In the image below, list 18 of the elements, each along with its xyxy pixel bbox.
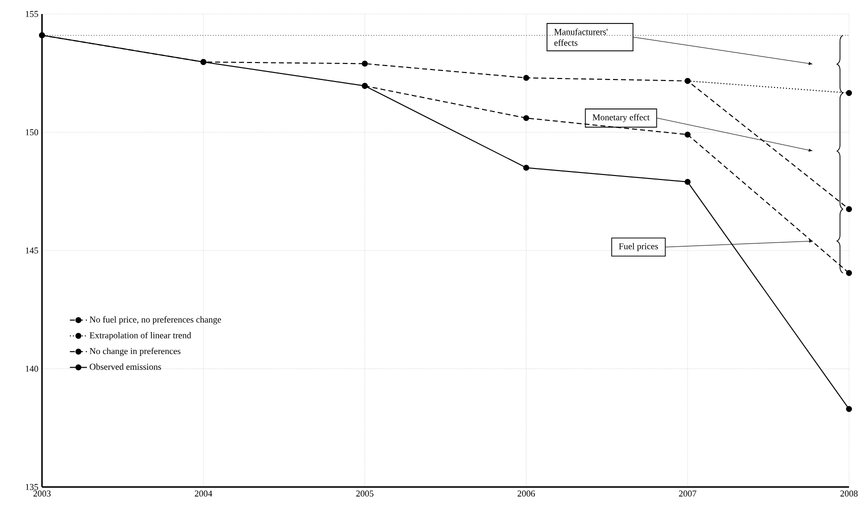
- legend-label: No fuel price, no preferences change: [90, 316, 222, 324]
- y-tick-label: 145: [26, 247, 38, 254]
- annotation: Monetary effect: [592, 114, 650, 122]
- y-tick-label: 150: [26, 129, 38, 136]
- y-tick-label: 155: [26, 10, 38, 18]
- x-tick-label: 2007: [679, 490, 696, 497]
- legend-label: Extrapolation of linear trend: [90, 332, 192, 340]
- x-tick-label: 2006: [518, 490, 535, 497]
- legend-label: Observed emissions: [90, 364, 162, 370]
- annotation: Fuel prices: [618, 242, 658, 252]
- legend-label: No change in preferences: [90, 348, 180, 356]
- y-tick-label: 140: [26, 366, 38, 372]
- y-tick-label: 135: [26, 484, 38, 490]
- x-tick-label: 2003: [33, 490, 51, 497]
- x-tick-label: 2005: [356, 490, 374, 497]
- x-tick-label: 2004: [194, 490, 212, 497]
- annotation: Manufacturers' effects: [554, 28, 608, 46]
- x-tick-label: 2008: [840, 490, 858, 497]
